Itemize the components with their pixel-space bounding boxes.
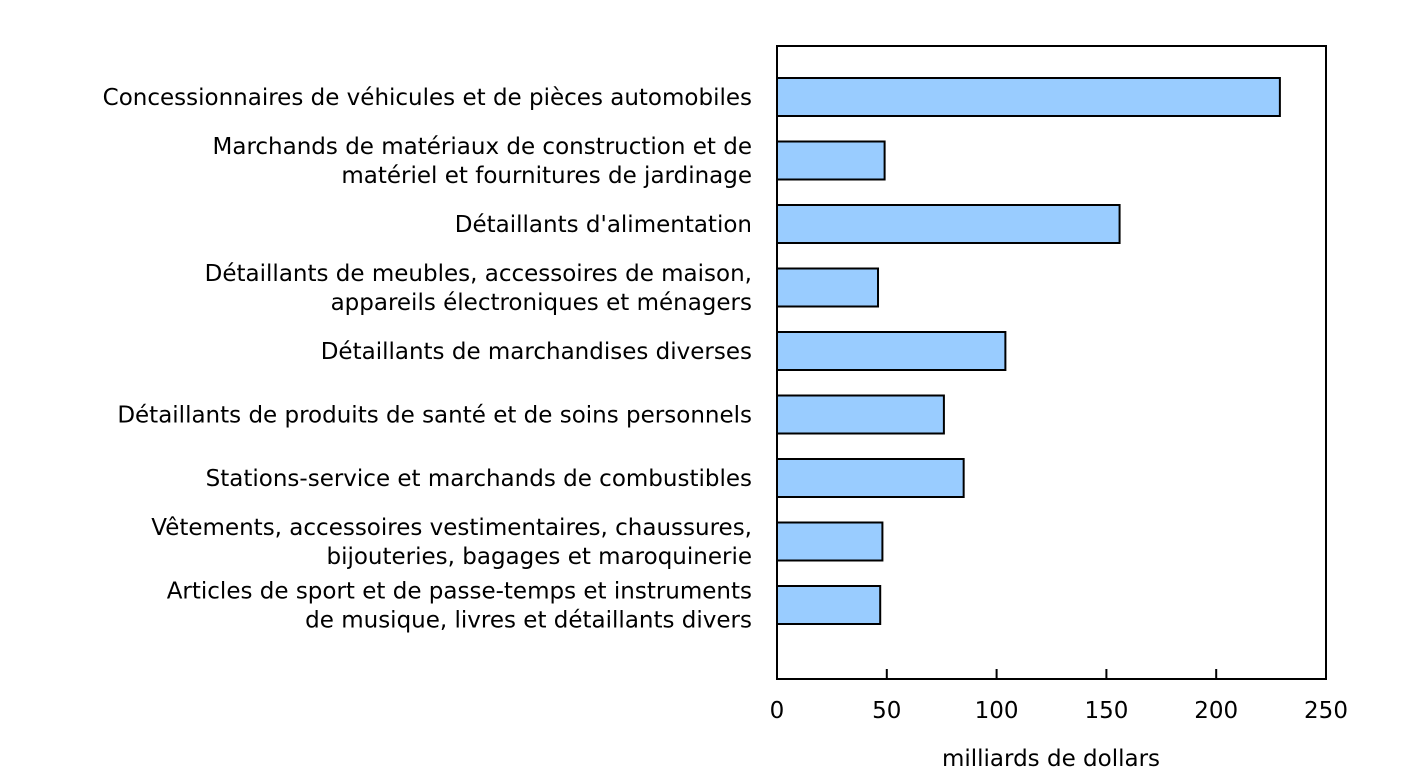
x-tick-label: 0 xyxy=(770,698,785,724)
x-tick-label: 50 xyxy=(872,698,901,724)
x-tick-label: 100 xyxy=(975,698,1019,724)
bar xyxy=(776,267,880,308)
category-label: Articles de sport et de passe-temps et i… xyxy=(167,579,752,605)
x-axis-ticks: 0 50 100 150 200 250 xyxy=(770,669,1348,724)
category-label: Vêtements, accessoires vestimentaires, c… xyxy=(151,515,752,541)
category-label: matériel et fournitures de jardinage xyxy=(341,163,752,189)
bar xyxy=(776,521,884,562)
category-label: bijouteries, bagages et maroquinerie xyxy=(326,544,752,570)
x-tick-label: 200 xyxy=(1194,698,1238,724)
bar xyxy=(776,204,1121,244)
category-labels: Concessionnaires de véhicules et de pièc… xyxy=(103,85,752,634)
x-tick-label: 150 xyxy=(1084,698,1128,724)
x-axis-title: milliards de dollars xyxy=(942,746,1160,772)
x-tick-label: 250 xyxy=(1304,698,1348,724)
category-label: Concessionnaires de véhicules et de pièc… xyxy=(103,85,752,111)
category-label: Détaillants de meubles, accessoires de m… xyxy=(205,261,752,287)
bar xyxy=(776,458,965,498)
category-label: Marchands de matériaux de construction e… xyxy=(213,134,752,160)
bar xyxy=(776,585,882,625)
bar xyxy=(776,140,886,181)
category-label: de musique, livres et détaillants divers xyxy=(305,608,752,634)
category-label: Stations-service et marchands de combust… xyxy=(206,466,752,492)
bar xyxy=(776,331,1007,371)
category-label: Détaillants d'alimentation xyxy=(455,212,752,238)
category-label: appareils électroniques et ménagers xyxy=(331,290,752,316)
category-label: Détaillants de produits de santé et de s… xyxy=(117,403,752,429)
category-label: Détaillants de marchandises diverses xyxy=(321,339,752,365)
bar xyxy=(776,394,945,435)
bars-layer xyxy=(776,77,1281,625)
bar xyxy=(776,77,1281,117)
